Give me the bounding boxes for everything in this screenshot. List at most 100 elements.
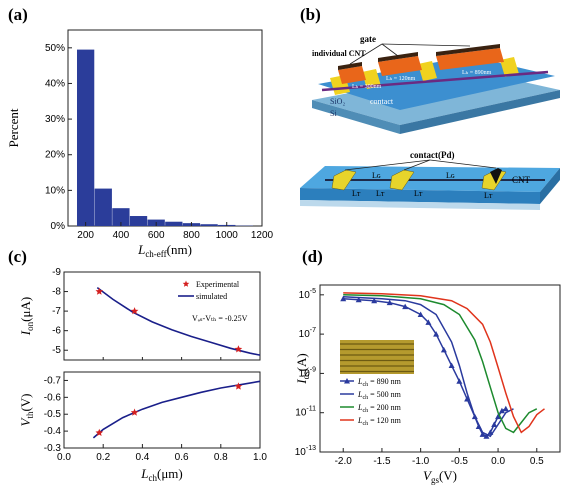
a-ytick-label: 0% bbox=[51, 221, 66, 232]
label-cnt-bottom: CNT bbox=[512, 175, 531, 185]
a-xtick-label: 800 bbox=[183, 230, 200, 241]
d-xlabel: Vgs(V) bbox=[423, 468, 457, 485]
a-ytick-label: 40% bbox=[45, 78, 65, 89]
d-legend-entry: Lch = 120 nm bbox=[357, 416, 402, 427]
d-series-marker bbox=[456, 378, 462, 384]
a-bar bbox=[95, 189, 112, 226]
panel-a-plot: 200 400 600 800 1000 1200 0% 10% 20% 30% 40% 50% Per… bbox=[6, 30, 274, 259]
a-ytick-label: 10% bbox=[45, 185, 65, 196]
label-lg-2: Lɢ bbox=[446, 171, 455, 180]
c-top-ytick-label: -9 bbox=[52, 267, 61, 278]
a-ytick-label: 30% bbox=[45, 114, 65, 125]
c-bot-ytick-label: -0.6 bbox=[44, 392, 62, 403]
a-xtick-label: 1000 bbox=[216, 230, 239, 241]
label-contact-pd: contact(Pd) bbox=[410, 150, 455, 160]
c-top-ytick-label: -8 bbox=[52, 287, 61, 298]
label-lg-1: Lɢ bbox=[372, 171, 381, 180]
a-bar bbox=[77, 50, 94, 226]
label-lt-3: Lᴛ bbox=[414, 189, 423, 198]
d-ytick-label: 10-11 bbox=[295, 406, 316, 419]
lch-label-1: Lₕ = 120nm bbox=[386, 76, 416, 82]
c-bot-xlabel: Lch(μm) bbox=[140, 466, 182, 483]
c-bot-xtick-label: 0.6 bbox=[175, 452, 189, 463]
c-bot-experimental-point bbox=[235, 382, 243, 389]
a-xtick-label: 200 bbox=[77, 230, 94, 241]
c-top-ylabel: Ion(μA) bbox=[18, 297, 35, 336]
d-series-marker bbox=[503, 406, 509, 412]
c-bot-ytick-label: -0.5 bbox=[44, 409, 62, 420]
d-xtick-label: 0.0 bbox=[491, 456, 505, 467]
d-ytick-label: 10-5 bbox=[299, 288, 316, 301]
c-top-ytick-label: -7 bbox=[52, 306, 61, 317]
lch-label-3: Lₕ = 890nm bbox=[462, 70, 492, 76]
d-inset-image bbox=[340, 340, 414, 374]
d-series-marker bbox=[449, 363, 455, 369]
a-xlabel: Lch-eff(nm) bbox=[137, 242, 192, 259]
a-ytick-label: 50% bbox=[45, 43, 65, 54]
d-legend-entry: Lch = 500 nm bbox=[357, 390, 402, 401]
c-bot-xtick-label: 0.2 bbox=[96, 452, 110, 463]
c-top-ytick-label: -5 bbox=[52, 345, 61, 356]
d-ytick-label: 10-7 bbox=[299, 327, 316, 340]
label-si: Si bbox=[330, 109, 337, 118]
device-schematic-top: Lₕ = 120nm Lₕ = 300nm Lₕ = 890nm gate in… bbox=[312, 34, 560, 134]
c-legend-experimental-marker bbox=[183, 281, 190, 287]
d-ylabel: Ids(A) bbox=[294, 353, 311, 384]
panel-b-label: (b) bbox=[300, 5, 321, 24]
label-gate: gate bbox=[360, 34, 376, 44]
panel-a: (a) 200 400 600 800 1000 1200 0% 10% 20% 30% 40% 50… bbox=[6, 5, 274, 259]
c-bot-xtick-label: 0.8 bbox=[214, 452, 228, 463]
c-legend-simulated: simulated bbox=[196, 292, 227, 301]
a-xtick-label: 1200 bbox=[251, 230, 274, 241]
lch-label-2: Lₕ = 300nm bbox=[352, 84, 382, 90]
c-bot-frame bbox=[64, 372, 260, 448]
d-xtick-label: 0.5 bbox=[530, 456, 544, 467]
panel-c-label: (c) bbox=[8, 247, 27, 266]
panel-d-label: (d) bbox=[302, 247, 323, 266]
d-xtick-label: -1.0 bbox=[412, 456, 430, 467]
c-bot-xtick-label: 1.0 bbox=[253, 452, 267, 463]
d-legend-entry: Lch = 200 nm bbox=[357, 403, 402, 414]
a-ylabel: Percent bbox=[6, 108, 21, 147]
c-bot-ylabel: Vth(V) bbox=[18, 393, 35, 426]
c-annotation: Vₔₛ-Vₜₕ = -0.25V bbox=[192, 314, 248, 323]
c-bot-simulated-line bbox=[93, 381, 260, 438]
panel-c: (c) -9 -8 -7 -6 -5 Ion(μA) Experimental simulat… bbox=[8, 247, 267, 483]
c-bot-ytick-label: -0.4 bbox=[44, 426, 62, 437]
a-bar bbox=[130, 216, 147, 226]
c-legend-experimental: Experimental bbox=[196, 280, 240, 289]
c-top-ytick-label: -6 bbox=[52, 326, 61, 337]
label-cnt: individual CNT bbox=[312, 49, 366, 58]
label-lt-1: Lᴛ bbox=[352, 189, 361, 198]
gate-leader-3 bbox=[382, 44, 470, 46]
panel-b: (b) Lₕ = 120nm Lₕ = 300nm bbox=[300, 5, 560, 210]
a-bar bbox=[200, 224, 217, 226]
c-bot-xtick-label: 0.0 bbox=[57, 452, 71, 463]
a-ytick-label: 20% bbox=[45, 150, 65, 161]
d-xtick-label: -2.0 bbox=[335, 456, 353, 467]
a-bar bbox=[165, 222, 182, 226]
gate-leader-2 bbox=[382, 44, 398, 56]
label-contact: contact bbox=[370, 97, 394, 106]
label-lt-2: Lᴛ bbox=[376, 189, 385, 198]
panel-c-top-plot: -9 -8 -7 -6 -5 Ion(μA) Experimental simulated Vₔ… bbox=[18, 267, 260, 360]
panel-a-label: (a) bbox=[8, 5, 28, 24]
pd-leader-3 bbox=[430, 160, 496, 168]
c-bot-ytick-label: -0.7 bbox=[44, 375, 62, 386]
c-bot-experimental-point bbox=[131, 409, 139, 416]
d-ytick-label: 10-13 bbox=[295, 445, 316, 458]
c-top-experimental-point bbox=[96, 288, 104, 295]
c-bot-xtick-label: 0.4 bbox=[135, 452, 149, 463]
d-legend-entry: Lch = 890 nm bbox=[357, 377, 402, 388]
label-sio2: SiO₂ bbox=[330, 97, 345, 106]
d-xtick-label: -0.5 bbox=[451, 456, 469, 467]
a-xtick-label: 400 bbox=[113, 230, 130, 241]
label-lt-4: Lᴛ bbox=[484, 191, 493, 200]
device-schematic-bottom: contact(Pd) CNT Lɢ Lɢ Lᴛ Lᴛ Lᴛ Lᴛ bbox=[300, 150, 560, 210]
a-xtick-label: 600 bbox=[148, 230, 165, 241]
d-series-marker bbox=[441, 347, 447, 353]
